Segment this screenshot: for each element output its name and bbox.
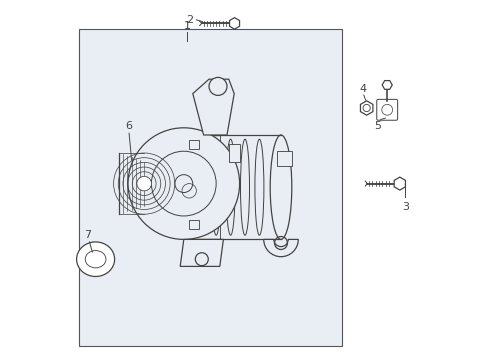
FancyBboxPatch shape [377, 99, 398, 120]
Polygon shape [189, 220, 199, 229]
Bar [191, 135, 281, 239]
Text: 3: 3 [402, 202, 409, 212]
FancyBboxPatch shape [277, 151, 292, 166]
Text: 2: 2 [186, 15, 193, 25]
Circle shape [137, 176, 151, 191]
Wedge shape [264, 239, 298, 257]
Text: 4: 4 [360, 84, 367, 94]
Polygon shape [180, 239, 223, 266]
Circle shape [209, 77, 227, 95]
Circle shape [128, 128, 240, 239]
Bar [229, 144, 240, 162]
Ellipse shape [270, 135, 292, 239]
Text: 7: 7 [84, 230, 91, 240]
Polygon shape [193, 79, 234, 135]
Bar [79, 29, 342, 346]
Polygon shape [189, 140, 199, 149]
Text: 1: 1 [184, 21, 191, 31]
Text: 6: 6 [125, 121, 133, 131]
Text: 5: 5 [374, 121, 381, 131]
Ellipse shape [76, 242, 115, 276]
